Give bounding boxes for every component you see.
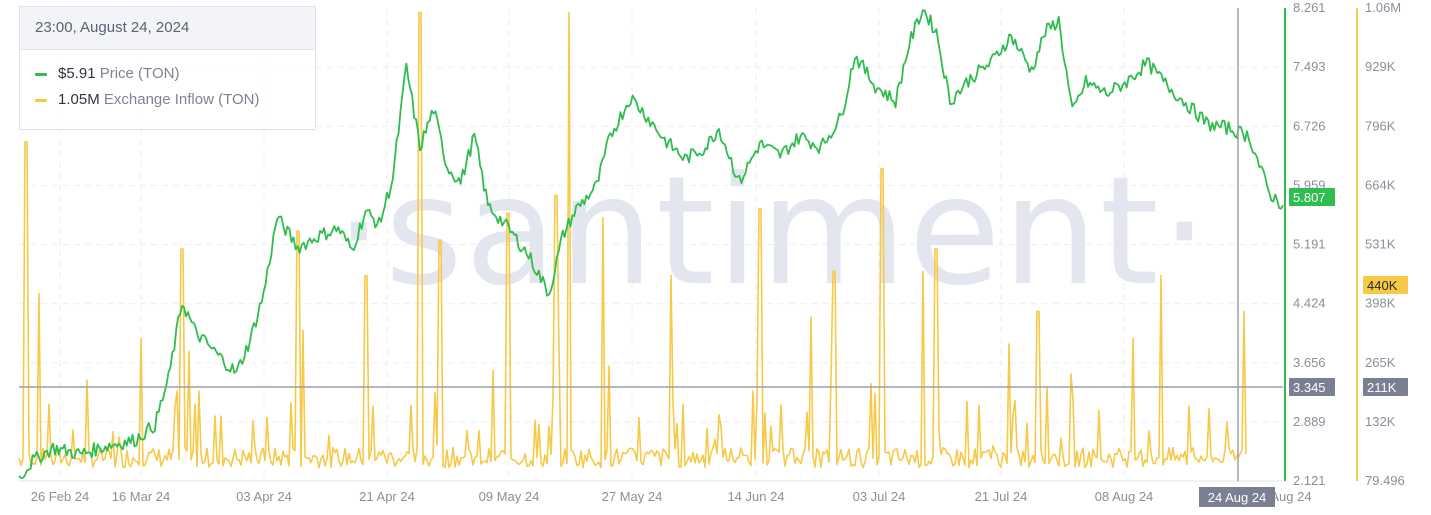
axis-badges: 5.807 440K 3.345 211K 24 Aug 24: [1199, 188, 1408, 507]
x-tick-label: 09 May 24: [479, 489, 540, 504]
inflow-tick-label: 664K: [1365, 177, 1396, 192]
price-tick-label: 3.656: [1293, 355, 1326, 370]
inflow-tick-label: 1.06M: [1365, 0, 1401, 15]
price-tick-label: 2.889: [1293, 414, 1326, 429]
price-tick-label: 5.191: [1293, 237, 1326, 252]
inflow-tick-label: 531K: [1365, 237, 1396, 252]
x-tick-label: 26 Feb 24: [31, 489, 90, 504]
tooltip-legend: 23:00, August 24, 2024 $5.91 Price (TON)…: [19, 6, 316, 130]
inflow-tick-label: 79.496: [1365, 473, 1405, 488]
hover-date-badge: 24 Aug 24: [1208, 490, 1267, 505]
last-price-badge: 5.807: [1293, 190, 1326, 205]
last-inflow-badge-bg: [1363, 276, 1408, 294]
hover-date-badge-bg: [1199, 487, 1275, 507]
inflow-line: [18, 11, 1247, 469]
tooltip-date: 23:00, August 24, 2024: [20, 7, 315, 50]
inflow-swatch: [35, 99, 47, 102]
inflow-tick-label: 398K: [1365, 296, 1396, 311]
x-tick-label: 27 May 24: [602, 489, 663, 504]
crosshair-price-badge-bg: [1289, 378, 1335, 396]
x-tick-label: 03 Jul 24: [853, 489, 906, 504]
x-tick-label: Aug 24: [1270, 489, 1311, 504]
inflow-tick-label: 265K: [1365, 355, 1396, 370]
price-tick-label: 2.121: [1293, 473, 1326, 488]
inflow-tick-label: 132K: [1365, 414, 1396, 429]
inflow-series: [18, 11, 1247, 469]
x-tick-label: 08 Aug 24: [1095, 489, 1154, 504]
x-tick-label: 21 Apr 24: [359, 489, 415, 504]
inflow-tick-label: 929K: [1365, 59, 1396, 74]
inflow-tick-label: 796K: [1365, 118, 1396, 133]
crosshair-inflow-badge: 211K: [1367, 380, 1397, 395]
last-inflow-badge: 440K: [1367, 278, 1398, 293]
x-axis: 26 Feb 24 16 Mar 24 03 Apr 24 21 Apr 24 09 M…: [31, 489, 1312, 504]
crosshair-price-badge: 3.345: [1293, 380, 1326, 395]
price-tick-label: 4.424: [1293, 296, 1326, 311]
legend-item-price[interactable]: $5.91 Price (TON): [20, 61, 315, 87]
price-series: [18, 9, 1284, 479]
legend-item-inflow[interactable]: 1.05M Exchange Inflow (TON): [20, 87, 315, 113]
x-tick-label: 14 Jun 24: [727, 489, 784, 504]
crosshair-inflow-badge-bg: [1363, 378, 1408, 396]
price-label: Price (TON): [99, 65, 180, 82]
last-price-badge-bg: [1289, 188, 1335, 206]
x-tick-label: 03 Apr 24: [236, 489, 292, 504]
price-tick-label: 7.493: [1293, 59, 1326, 74]
x-tick-label: 21 Jul 24: [975, 489, 1028, 504]
santiment-watermark: ·santiment·: [335, 145, 1210, 319]
price-tick-label: 8.261: [1293, 0, 1326, 15]
price-tick-label: 6.726: [1293, 118, 1326, 133]
price-line: [18, 9, 1284, 479]
price-value: $5.91: [58, 65, 96, 82]
price-swatch: [35, 73, 47, 76]
x-tick-label: 16 Mar 24: [112, 489, 171, 504]
inflow-value: 1.05M: [58, 91, 100, 108]
inflow-label: Exchange Inflow (TON): [103, 91, 260, 108]
